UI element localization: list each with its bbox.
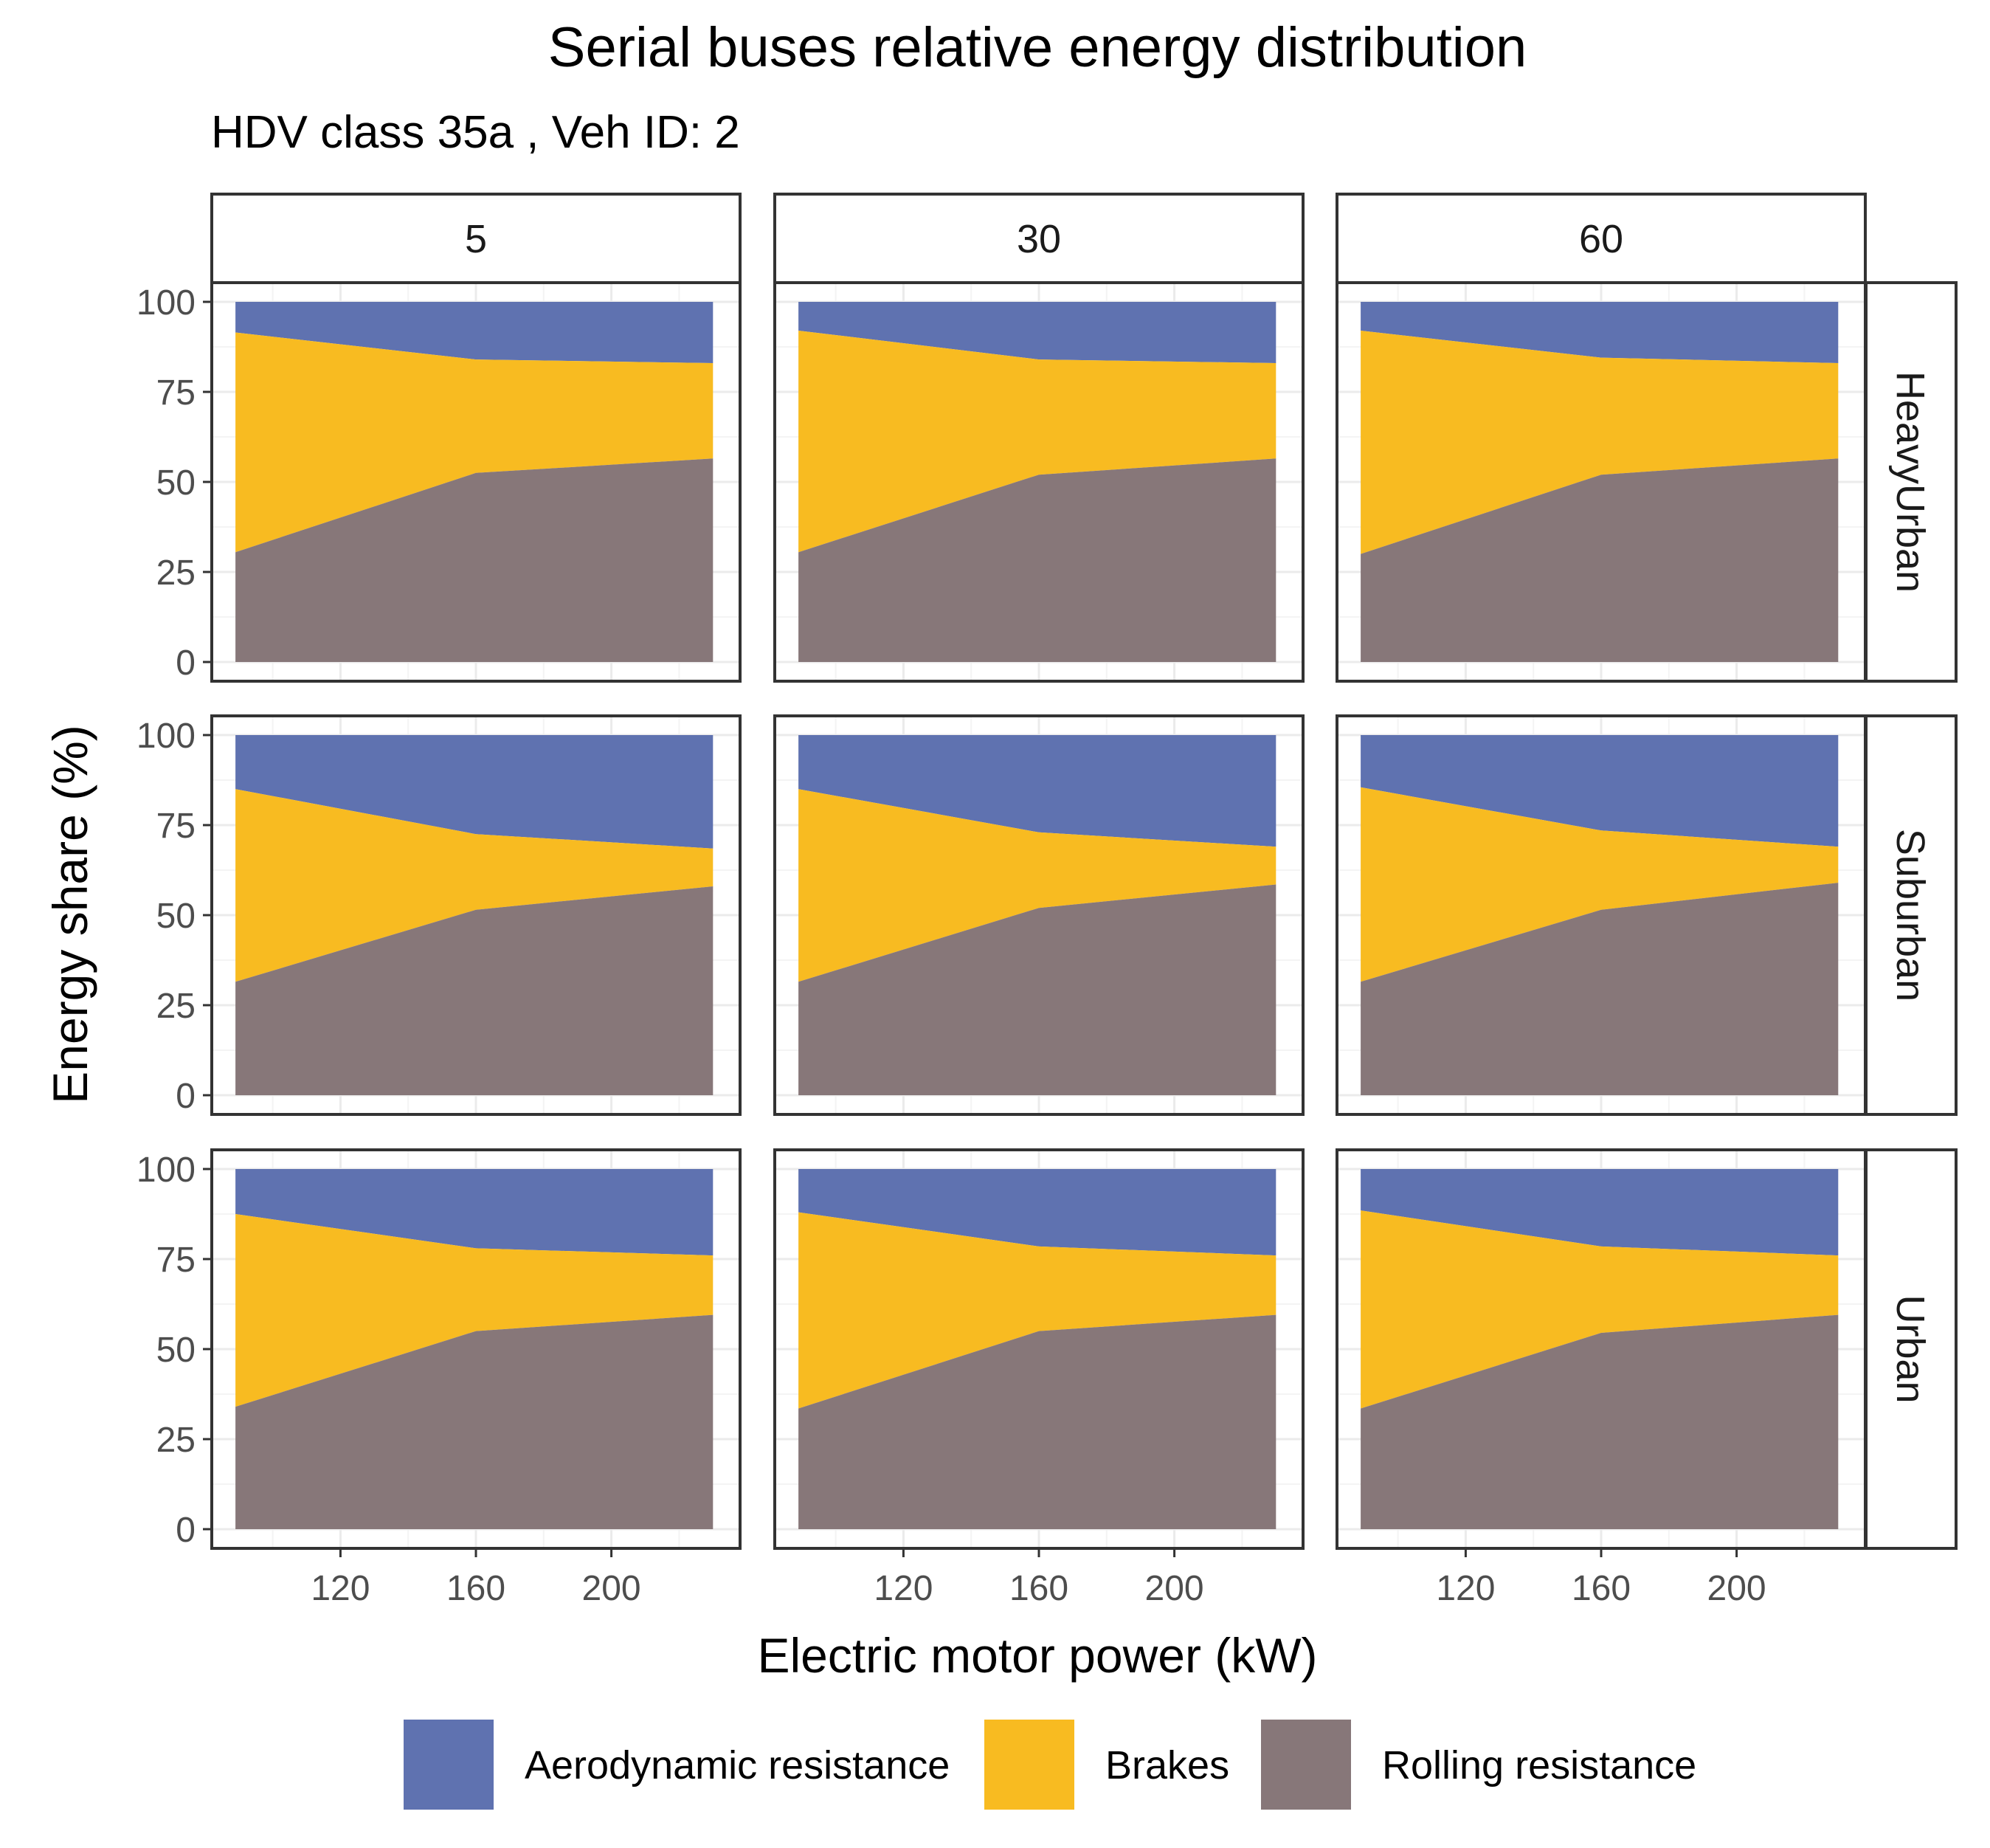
area-brakes	[1361, 1210, 1839, 1409]
x-axis-title: Electric motor power (kW)	[757, 1628, 1317, 1683]
area-aerodynamic-resistance	[1361, 1169, 1839, 1256]
panel-border	[1336, 281, 1867, 683]
x-tick-label: 160	[1572, 1569, 1631, 1608]
area-aerodynamic-resistance	[235, 1169, 714, 1256]
facet-panels: 5 30 60 HeavyUrban Suburban Urban 0 25 50 75 100 0 2…	[137, 193, 1958, 1608]
legend-label-aero: Aerodynamic resistance	[525, 1743, 950, 1787]
area-brakes	[1361, 331, 1839, 554]
y-tick-label: 0	[176, 1077, 196, 1116]
y-axis-title: Energy share (%)	[43, 725, 97, 1104]
y-tick-label: 25	[156, 554, 196, 593]
area-brakes	[235, 1214, 714, 1407]
facet-panel	[773, 281, 1305, 683]
area-rolling-resistance	[1361, 883, 1839, 1095]
area-brakes	[235, 332, 714, 553]
y-tick-label: 0	[176, 1511, 196, 1550]
y-tick-label: 100	[137, 283, 196, 323]
y-tick-label: 50	[156, 1331, 196, 1370]
panel-border	[773, 714, 1305, 1116]
area-aerodynamic-resistance	[798, 735, 1276, 847]
y-tick-label: 75	[156, 373, 196, 413]
x-tick-label: 200	[1145, 1569, 1204, 1608]
facet-strip-col-label: 5	[465, 217, 487, 261]
area-brakes	[798, 1212, 1276, 1409]
area-aerodynamic-resistance	[798, 302, 1276, 363]
area-brakes	[235, 789, 714, 982]
panel-border	[773, 281, 1305, 683]
chart-title: Serial buses relative energy distributio…	[548, 16, 1527, 79]
panel-border	[1336, 714, 1867, 1116]
facet-panel: 0 25 50 75 100	[137, 281, 742, 683]
x-tick-label: 200	[1707, 1569, 1766, 1608]
y-tick-label: 25	[156, 987, 196, 1026]
y-tick-label: 0	[176, 644, 196, 683]
facet-strip-col-label: 30	[1017, 217, 1061, 261]
area-rolling-resistance	[235, 886, 714, 1095]
legend: Aerodynamic resistance Brakes Rolling resi…	[404, 1720, 1696, 1810]
facet-strip-col	[773, 193, 1305, 284]
y-tick-label: 75	[156, 807, 196, 846]
x-tick-label: 160	[1009, 1569, 1068, 1608]
area-brakes	[798, 331, 1276, 553]
facet-strip-row-label: Urban	[1888, 1294, 1932, 1403]
y-tick-label: 25	[156, 1421, 196, 1460]
facet-strip-row	[1865, 1148, 1958, 1550]
x-tick-label: 120	[311, 1569, 370, 1608]
y-tick-label: 100	[137, 1151, 196, 1190]
facet-strip-row-label: Suburban	[1888, 829, 1932, 1001]
chart-subtitle: HDV class 35a , Veh ID: 2	[211, 107, 740, 158]
x-tick-label: 120	[1436, 1569, 1495, 1608]
area-aerodynamic-resistance	[798, 1169, 1276, 1256]
area-rolling-resistance	[1361, 1314, 1839, 1529]
x-tick-label: 160	[446, 1569, 505, 1608]
facet-panel: 120 160 200	[773, 1148, 1305, 1608]
legend-label-rolling: Rolling resistance	[1382, 1743, 1696, 1787]
y-tick-label: 75	[156, 1241, 196, 1280]
area-aerodynamic-resistance	[1361, 735, 1839, 847]
area-rolling-resistance	[798, 884, 1276, 1095]
facet-strip-col	[210, 193, 742, 284]
area-rolling-resistance	[235, 458, 714, 662]
facet-panel	[1336, 714, 1867, 1116]
facet-panel	[773, 714, 1305, 1116]
facet-panel: 0 25 50 75 100	[137, 714, 742, 1116]
facet-strip-row-label: HeavyUrban	[1888, 371, 1932, 593]
facet-strip-row	[1865, 714, 1958, 1116]
y-tick-label: 100	[137, 717, 196, 756]
area-brakes	[1361, 787, 1839, 982]
area-rolling-resistance	[235, 1314, 714, 1529]
legend-key-rolling	[1261, 1720, 1351, 1810]
legend-key-brakes	[984, 1720, 1074, 1810]
legend-key-aero	[404, 1720, 494, 1810]
x-tick-label: 120	[874, 1569, 933, 1608]
area-aerodynamic-resistance	[1361, 302, 1839, 363]
area-rolling-resistance	[1361, 458, 1839, 662]
facet-panel: 120 160 200	[1336, 1148, 1867, 1608]
area-rolling-resistance	[798, 458, 1276, 662]
area-aerodynamic-resistance	[235, 735, 714, 849]
facet-panel: 0 25 50 75 100 120 160 200	[137, 1148, 742, 1608]
y-tick-label: 50	[156, 463, 196, 503]
legend-label-brakes: Brakes	[1105, 1743, 1229, 1787]
area-brakes	[798, 789, 1276, 982]
facet-strip-col-label: 60	[1579, 217, 1623, 261]
area-aerodynamic-resistance	[235, 302, 714, 363]
facet-strip-row	[1865, 281, 1958, 683]
x-tick-label: 200	[582, 1569, 641, 1608]
facet-strip-col	[1336, 193, 1867, 284]
facet-panel	[1336, 281, 1867, 683]
y-tick-label: 50	[156, 897, 196, 936]
area-rolling-resistance	[798, 1314, 1276, 1529]
